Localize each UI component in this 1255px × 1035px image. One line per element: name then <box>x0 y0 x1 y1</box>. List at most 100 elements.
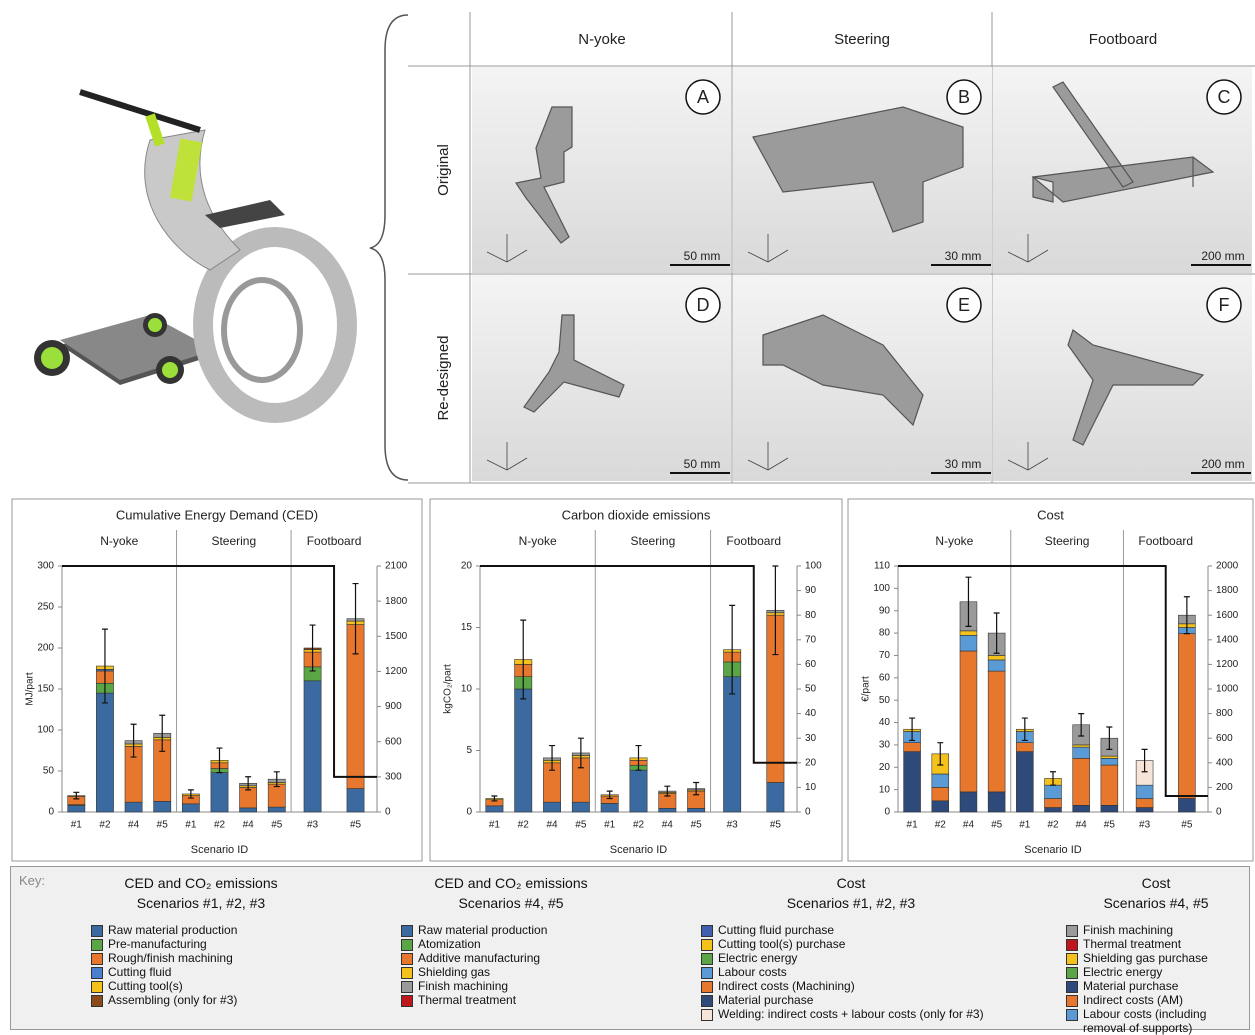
panel-letter-circle <box>946 79 982 115</box>
bar-segment <box>1100 758 1119 766</box>
group-label: Steering <box>211 534 256 548</box>
key-title: Cost <box>836 875 866 891</box>
bar-segment <box>931 773 950 788</box>
axis-triad <box>747 442 789 471</box>
panel-letter-circle <box>1206 79 1242 115</box>
x-tick-label: #5 <box>575 820 587 831</box>
key-item-label: Atomization <box>418 937 481 951</box>
error-bar <box>1106 726 1113 750</box>
key-swatch <box>91 995 103 1007</box>
bar-segment <box>987 670 1006 793</box>
bar-segment <box>959 635 978 652</box>
key-swatch <box>701 939 713 951</box>
row-header: Re-designed <box>435 335 452 420</box>
key-item: Cutting tool(s) purchase <box>701 937 1021 951</box>
key-item-label: Raw material production <box>108 923 238 937</box>
y-tick-label: 0 <box>884 807 890 818</box>
error-bar <box>549 744 556 771</box>
key-swatch <box>91 967 103 979</box>
bar-segment <box>1178 633 1196 799</box>
key-item: Thermal treatment <box>401 993 641 1007</box>
y2-tick-label: 1400 <box>1216 634 1239 645</box>
key-item: Indirect costs (Machining) <box>701 979 1021 993</box>
key-item: Indirect costs (AM) <box>1066 993 1246 1007</box>
y2-tick-label: 70 <box>805 634 817 645</box>
y2-tick-label: 80 <box>805 610 817 621</box>
key-swatch <box>1066 925 1078 937</box>
y-tick-label: 20 <box>461 561 473 572</box>
key-swatch <box>401 981 413 993</box>
part-render <box>515 106 573 244</box>
y2-tick-label: 1500 <box>385 631 408 642</box>
key-items: Finish machining Thermal treatment Shieldi… <box>1066 923 1246 1035</box>
y2-tick-label: 60 <box>805 659 817 670</box>
y-tick-label: 40 <box>879 717 891 728</box>
error-bar <box>1021 717 1028 742</box>
y2-tick-label: 0 <box>805 807 811 818</box>
key-item: Material purchase <box>701 993 1021 1007</box>
bar-segment <box>723 676 742 813</box>
axis-triad <box>486 442 528 471</box>
scale-label: 30 mm <box>945 457 982 471</box>
key-item: Atomization <box>401 937 641 951</box>
y-tick-label: 300 <box>37 561 54 572</box>
bar-segment <box>571 801 590 813</box>
key-item: Thermal treatment <box>1066 937 1246 951</box>
part-render <box>523 314 625 413</box>
panel: D 50 mm <box>472 275 731 481</box>
x-tick-label: #1 <box>907 820 919 831</box>
x-tick-label: #4 <box>963 820 975 831</box>
key-item-label: Cutting tool(s) <box>108 979 183 993</box>
panel-letter-circle <box>946 287 982 323</box>
panel-letter-circle <box>685 287 721 323</box>
group-label: Footboard <box>1138 534 1193 548</box>
key-column: Cost Scenarios #4, #5 Finish machining Ther… <box>1066 873 1246 1035</box>
key-swatch <box>701 1009 713 1021</box>
y-tick-label: 30 <box>879 740 891 751</box>
x-tick-label: #4 <box>1076 820 1088 831</box>
panel: B 30 mm <box>733 67 992 273</box>
bar-segment <box>239 807 258 813</box>
key-item: Pre-manufacturing <box>91 937 331 951</box>
key-item: Labour costs <box>701 965 1021 979</box>
axis-step-line <box>480 565 797 764</box>
key-swatch <box>91 981 103 993</box>
chart-title: Cumulative Energy Demand (CED) <box>116 507 318 522</box>
panel: C 200 mm <box>993 67 1252 273</box>
key-item: Labour costs (including removal of suppo… <box>1066 1007 1246 1035</box>
y2-tick-label: 20 <box>805 757 817 768</box>
key-item-label: Electric energy <box>1083 965 1163 979</box>
key-swatch <box>1066 1009 1078 1021</box>
bar-segment <box>1100 804 1119 813</box>
key-item-label: Material purchase <box>718 993 814 1007</box>
error-bar <box>245 776 252 791</box>
y2-tick-label: 600 <box>1216 733 1233 744</box>
x-tick-label: #4 <box>546 820 558 831</box>
chart-title: Cost <box>1037 507 1064 522</box>
key-item: Additive manufacturing <box>401 951 641 965</box>
key-swatch <box>1066 981 1078 993</box>
y2-tick-label: 90 <box>805 585 817 596</box>
bar-segment <box>658 808 677 813</box>
bar-segment <box>1044 784 1062 799</box>
panel-letter: F <box>1219 295 1230 315</box>
bar-segment <box>1178 798 1196 813</box>
bar-segment <box>987 659 1006 672</box>
key-swatch <box>1066 953 1078 965</box>
key-item-label: Thermal treatment <box>1083 937 1182 951</box>
error-bar <box>159 714 166 752</box>
bar-segment <box>987 791 1006 813</box>
key-label: Key: <box>19 873 46 888</box>
x-tick-label: #1 <box>185 820 197 831</box>
bar-segment <box>1072 746 1090 759</box>
panel: F 200 mm <box>993 275 1252 481</box>
y2-tick-label: 30 <box>805 733 817 744</box>
key-subtitle: Scenarios #1, #2, #3 <box>136 895 266 911</box>
bar-segment <box>600 803 619 813</box>
error-bar <box>772 565 779 656</box>
part-render <box>752 106 964 233</box>
bar-segment <box>1016 751 1034 813</box>
key-item: Cutting fluid <box>91 965 331 979</box>
bar-segment <box>239 787 258 809</box>
key-item-label: Finish machining <box>1083 923 1174 937</box>
